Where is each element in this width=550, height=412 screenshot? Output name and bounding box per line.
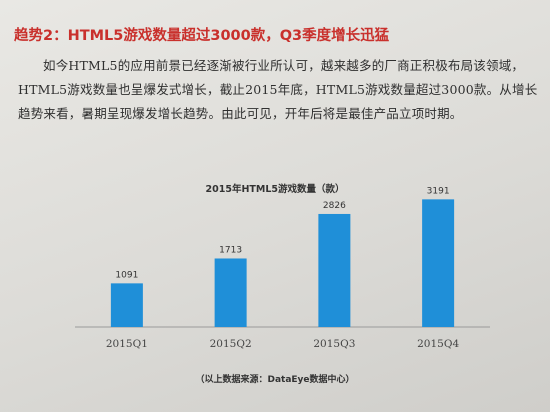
x-tick-label-2015Q3: 2015Q3 — [313, 338, 355, 350]
bar-2015Q4 — [422, 199, 455, 327]
bar-2015Q1 — [110, 283, 143, 327]
x-tick-label-2015Q2: 2015Q2 — [210, 338, 252, 350]
section-heading: 趋势2：HTML5游戏数量超过3000款，Q3季度增长迅猛 — [14, 28, 390, 44]
bar-2015Q3 — [318, 213, 351, 327]
data-label-2015Q2: 1713 — [219, 245, 242, 255]
data-source-note: （以上数据来源：DataEye数据中心） — [195, 375, 355, 385]
body-paragraph: 如今HTML5的应用前景已经逐渐被行业所认可，越来越多的厂商正积极布局该领域，H… — [18, 58, 538, 121]
chart-title: 2015年HTML5游戏数量（款） — [205, 184, 345, 195]
data-label-2015Q1: 1091 — [115, 270, 138, 280]
bar-2015Q2 — [214, 258, 247, 327]
x-tick-label-2015Q1: 2015Q1 — [106, 338, 148, 350]
data-label-2015Q3: 2826 — [323, 201, 346, 211]
x-tick-label-2015Q4: 2015Q4 — [417, 338, 459, 350]
data-label-2015Q4: 3191 — [427, 186, 450, 196]
